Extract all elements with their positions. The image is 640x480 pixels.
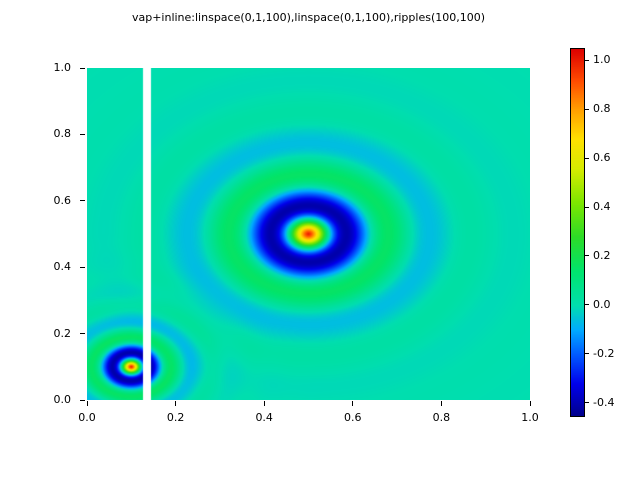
plot-area (87, 68, 530, 400)
chart-title: vap+inline:linspace(0,1,100),linspace(0,… (131, 11, 486, 24)
y-tick (80, 67, 85, 69)
y-tick-label: 0.8 (53, 127, 72, 141)
colorbar-tick (585, 255, 589, 257)
y-tick (80, 200, 85, 202)
colorbar-tick (585, 157, 589, 159)
y-tick-label: 0.4 (53, 260, 72, 274)
y-tick-label: 1.0 (53, 61, 72, 74)
y-tick (80, 333, 85, 335)
x-tick-label: 0.0 (78, 411, 96, 424)
colorbar-tick-label: 0.0 (593, 297, 611, 311)
colorbar-tick-label: 0.8 (593, 102, 611, 116)
x-tick-label: 1.0 (521, 411, 539, 424)
heatmap-canvas (87, 68, 530, 400)
x-tick (352, 401, 354, 406)
colorbar-tick (585, 304, 589, 306)
colorbar-tick-label: 0.2 (593, 248, 611, 262)
y-tick-label: 0.6 (53, 193, 72, 207)
y-tick (80, 266, 85, 268)
colorbar-tick (585, 59, 589, 61)
colorbar (570, 48, 585, 417)
colorbar-tick-label: -0.4 (593, 395, 615, 409)
x-tick (529, 401, 531, 406)
colorbar-tick (585, 206, 589, 208)
colorbar-tick-label: -0.2 (593, 346, 615, 360)
colorbar-tick-label: 0.4 (593, 200, 611, 214)
y-tick-label: 0.0 (53, 393, 72, 406)
colorbar-tick-label: 0.6 (593, 151, 611, 165)
colorbar-tick (585, 402, 589, 404)
x-tick (86, 401, 88, 406)
x-tick (440, 401, 442, 406)
colorbar-canvas (571, 49, 584, 416)
x-tick (175, 401, 177, 406)
x-tick-label: 0.6 (344, 411, 362, 424)
x-tick-label: 0.8 (432, 411, 451, 424)
y-tick-label: 0.2 (53, 326, 72, 340)
colorbar-tick (585, 108, 589, 110)
colorbar-tick (585, 353, 589, 355)
colorbar-tick-label: 1.0 (593, 53, 611, 67)
y-tick (80, 133, 85, 135)
x-tick-label: 0.2 (166, 411, 185, 424)
x-tick-label: 0.4 (255, 411, 273, 424)
x-tick (263, 401, 265, 406)
y-tick (80, 399, 85, 401)
